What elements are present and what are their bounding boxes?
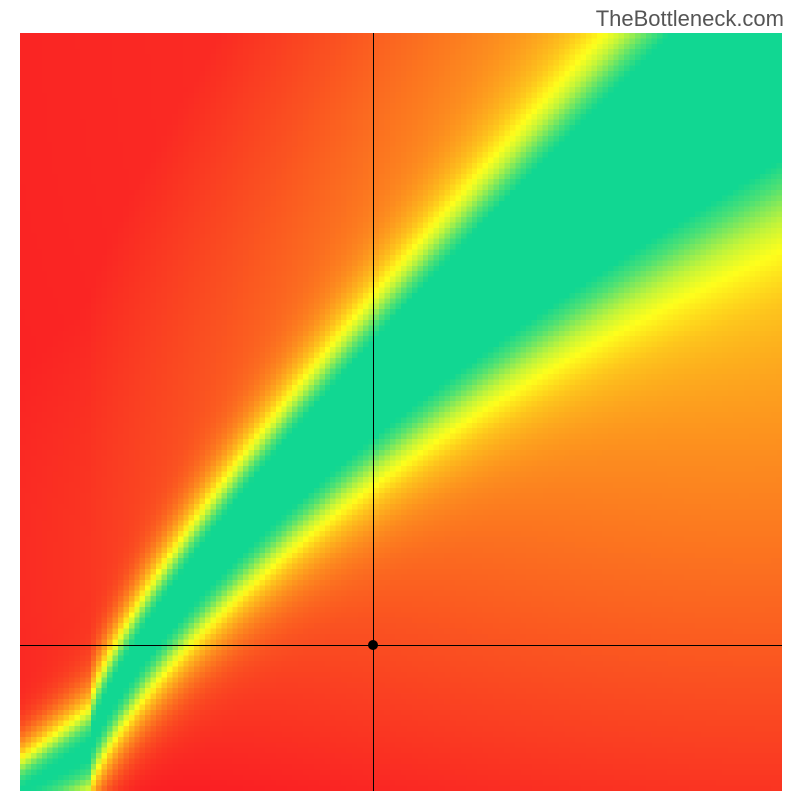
watermark-text: TheBottleneck.com [596, 6, 784, 32]
crosshair-horizontal [20, 645, 782, 646]
chart-container: { "watermark": { "text": "TheBottleneck.… [0, 0, 800, 800]
crosshair-vertical [373, 33, 374, 791]
bottleneck-heatmap [20, 33, 782, 791]
